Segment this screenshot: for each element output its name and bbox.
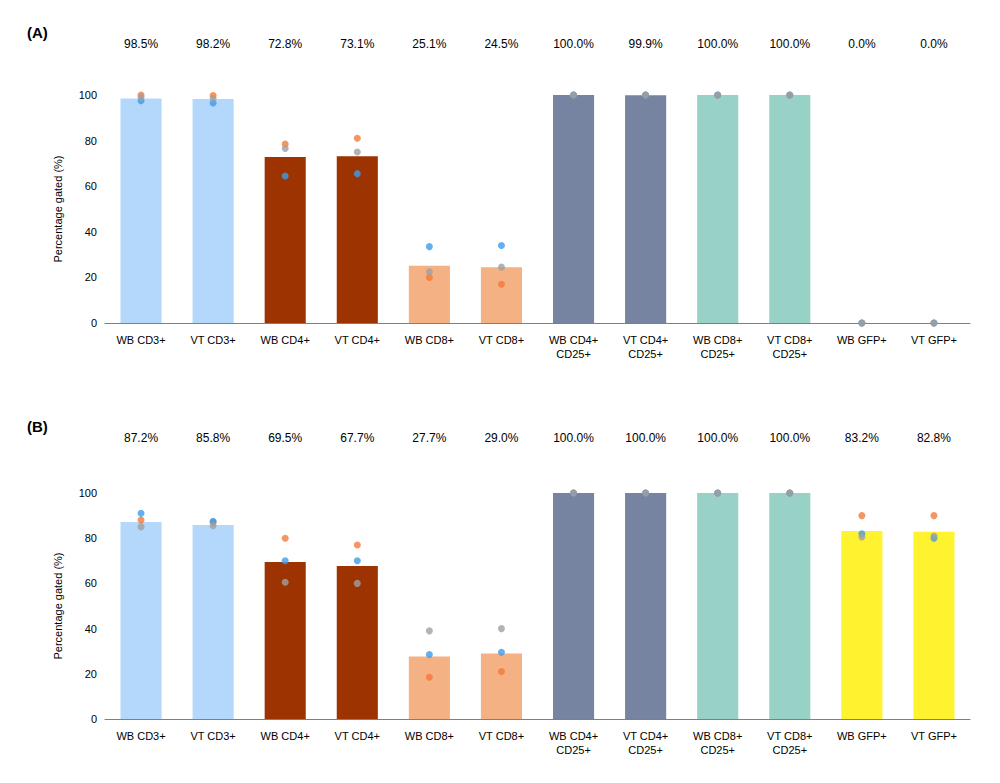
svg-text:69.5%: 69.5% xyxy=(268,431,302,445)
svg-text:VT GFP+: VT GFP+ xyxy=(911,334,957,346)
svg-text:20: 20 xyxy=(85,271,97,283)
svg-text:WB CD8+: WB CD8+ xyxy=(405,334,454,346)
svg-text:20: 20 xyxy=(85,668,97,680)
svg-text:VT CD3+: VT CD3+ xyxy=(190,334,235,346)
svg-text:VT CD4+: VT CD4+ xyxy=(335,730,380,742)
svg-text:WB CD8+: WB CD8+ xyxy=(693,334,742,346)
svg-text:27.7%: 27.7% xyxy=(412,431,446,445)
svg-text:80: 80 xyxy=(85,135,97,147)
svg-text:CD25+: CD25+ xyxy=(556,744,591,756)
svg-text:WB CD4+: WB CD4+ xyxy=(261,334,310,346)
svg-text:WB CD3+: WB CD3+ xyxy=(116,334,165,346)
svg-text:100.0%: 100.0% xyxy=(769,37,810,51)
svg-text:VT CD8+: VT CD8+ xyxy=(767,334,812,346)
svg-text:100.0%: 100.0% xyxy=(553,37,594,51)
svg-text:WB CD4+: WB CD4+ xyxy=(549,334,598,346)
svg-text:24.5%: 24.5% xyxy=(484,37,518,51)
svg-text:29.0%: 29.0% xyxy=(484,431,518,445)
svg-text:CD25+: CD25+ xyxy=(773,348,808,360)
svg-text:CD25+: CD25+ xyxy=(700,744,735,756)
svg-text:0.0%: 0.0% xyxy=(848,37,876,51)
svg-text:99.9%: 99.9% xyxy=(629,37,663,51)
svg-text:60: 60 xyxy=(85,577,97,589)
svg-text:100.0%: 100.0% xyxy=(769,431,810,445)
svg-text:VT CD4+: VT CD4+ xyxy=(623,334,668,346)
svg-text:60: 60 xyxy=(85,180,97,192)
svg-text:CD25+: CD25+ xyxy=(628,744,663,756)
svg-text:83.2%: 83.2% xyxy=(845,431,879,445)
svg-text:CD25+: CD25+ xyxy=(700,348,735,360)
svg-text:VT CD8+: VT CD8+ xyxy=(479,730,524,742)
svg-text:WB CD4+: WB CD4+ xyxy=(261,730,310,742)
svg-text:80: 80 xyxy=(85,532,97,544)
svg-text:CD25+: CD25+ xyxy=(773,744,808,756)
svg-text:100.0%: 100.0% xyxy=(553,431,594,445)
svg-text:98.2%: 98.2% xyxy=(196,37,230,51)
svg-text:73.1%: 73.1% xyxy=(340,37,374,51)
svg-text:40: 40 xyxy=(85,623,97,635)
svg-text:WB GFP+: WB GFP+ xyxy=(837,730,887,742)
svg-text:0: 0 xyxy=(91,713,97,725)
svg-text:100.0%: 100.0% xyxy=(697,431,738,445)
svg-text:WB GFP+: WB GFP+ xyxy=(837,334,887,346)
svg-text:0.0%: 0.0% xyxy=(920,37,948,51)
svg-text:67.7%: 67.7% xyxy=(340,431,374,445)
svg-text:100.0%: 100.0% xyxy=(697,37,738,51)
svg-text:VT CD4+: VT CD4+ xyxy=(335,334,380,346)
svg-text:CD25+: CD25+ xyxy=(628,348,663,360)
svg-text:VT GFP+: VT GFP+ xyxy=(911,730,957,742)
svg-text:72.8%: 72.8% xyxy=(268,37,302,51)
svg-text:87.2%: 87.2% xyxy=(124,431,158,445)
svg-text:VT CD3+: VT CD3+ xyxy=(190,730,235,742)
svg-text:100: 100 xyxy=(79,487,97,499)
svg-text:98.5%: 98.5% xyxy=(124,37,158,51)
svg-text:VT CD4+: VT CD4+ xyxy=(623,730,668,742)
svg-text:(B): (B) xyxy=(27,418,48,435)
svg-text:82.8%: 82.8% xyxy=(917,431,951,445)
svg-text:CD25+: CD25+ xyxy=(556,348,591,360)
svg-text:100: 100 xyxy=(79,89,97,101)
svg-text:40: 40 xyxy=(85,226,97,238)
svg-text:Percentage gated (%): Percentage gated (%) xyxy=(52,552,64,659)
svg-text:WB CD4+: WB CD4+ xyxy=(549,730,598,742)
svg-text:100.0%: 100.0% xyxy=(625,431,666,445)
svg-text:VT CD8+: VT CD8+ xyxy=(479,334,524,346)
svg-text:VT CD8+: VT CD8+ xyxy=(767,730,812,742)
svg-text:WB CD8+: WB CD8+ xyxy=(405,730,454,742)
svg-text:WB CD3+: WB CD3+ xyxy=(116,730,165,742)
svg-text:0: 0 xyxy=(91,317,97,329)
svg-text:WB CD8+: WB CD8+ xyxy=(693,730,742,742)
svg-text:85.8%: 85.8% xyxy=(196,431,230,445)
svg-text:Percentage gated (%): Percentage gated (%) xyxy=(52,155,64,262)
svg-text:25.1%: 25.1% xyxy=(412,37,446,51)
svg-text:(A): (A) xyxy=(27,24,48,41)
